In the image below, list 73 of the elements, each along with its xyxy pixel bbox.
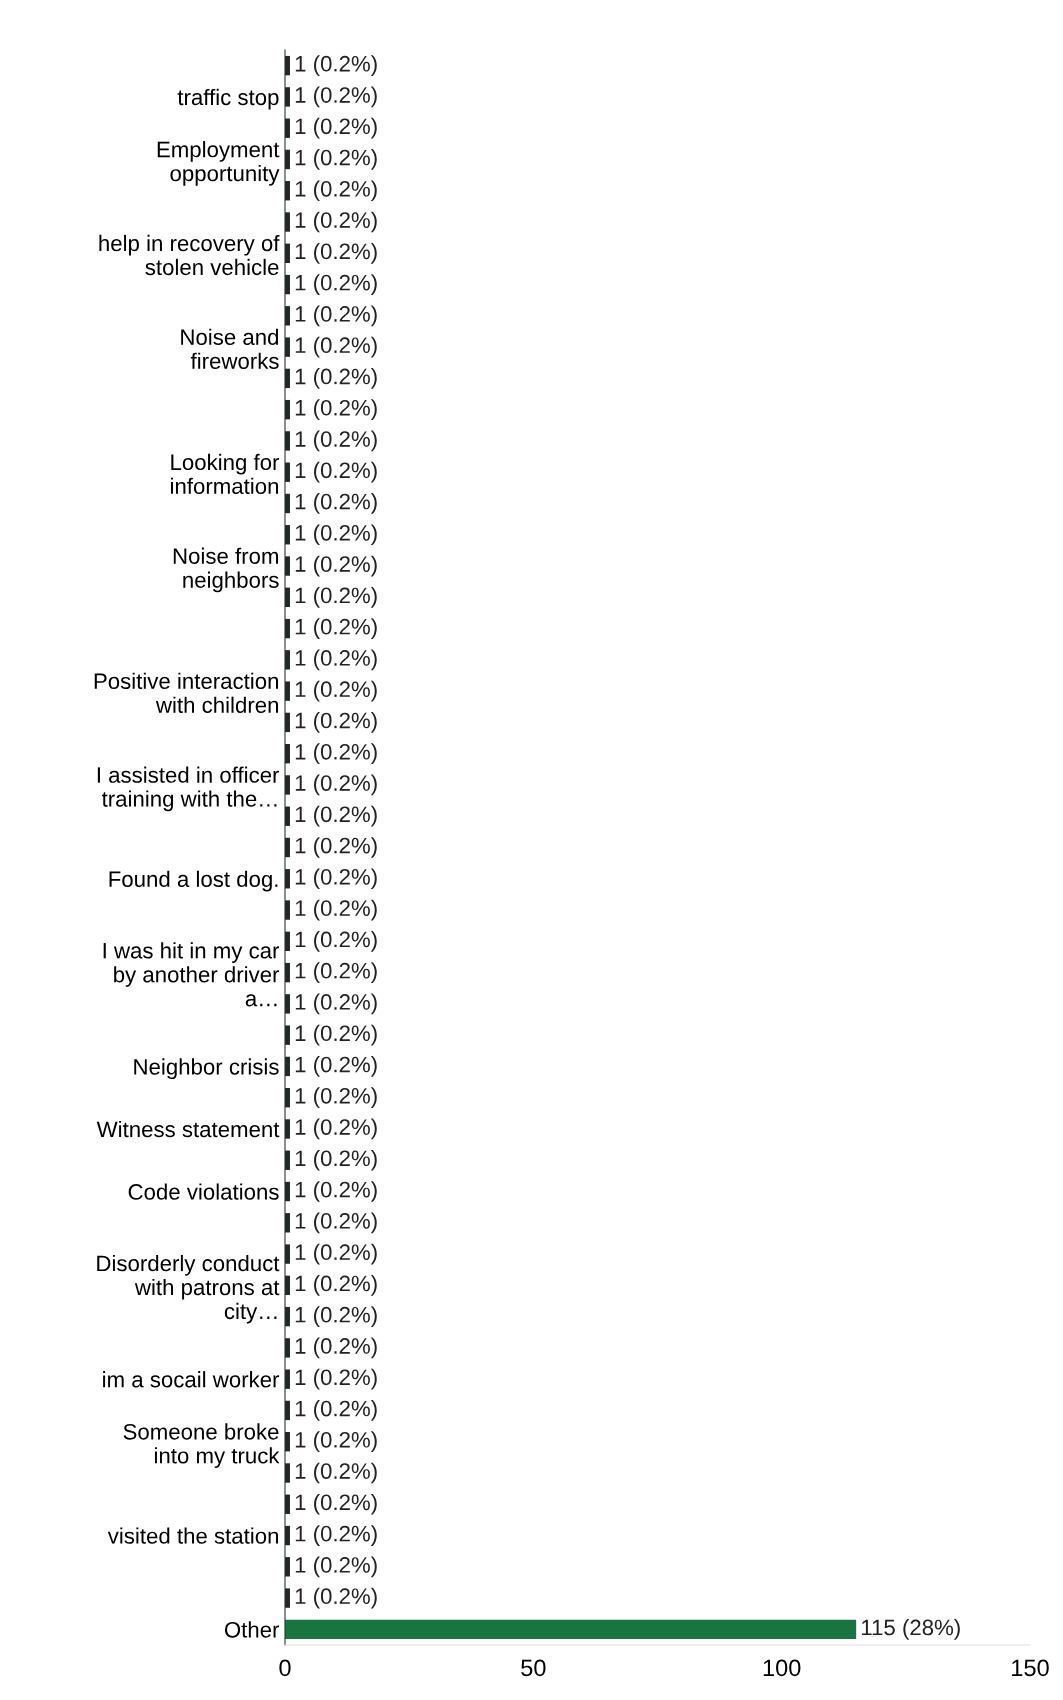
- data-label: 1 (0.2%): [295, 493, 377, 514]
- data-label: 1 (0.2%): [295, 430, 377, 452]
- data-label: 1 (0.2%): [295, 180, 377, 202]
- data-label: 1 (0.2%): [295, 962, 377, 983]
- y-tick-label: Code violations: [128, 1183, 279, 1200]
- y-tick-label: Other: [224, 1621, 280, 1638]
- data-label: 1 (0.2%): [295, 774, 377, 796]
- data-label: 1 (0.2%): [295, 1024, 377, 1046]
- data-label: 1 (0.2%): [295, 1337, 377, 1359]
- y-tick-label: I assisted in officer training with the…: [97, 766, 280, 812]
- data-label: 1 (0.2%): [295, 1368, 377, 1390]
- data-label: 1 (0.2%): [295, 1087, 377, 1109]
- data-label: 1 (0.2%): [295, 55, 377, 76]
- data-label: 1 (0.2%): [295, 618, 377, 639]
- y-tick-label: Noise and fireworks: [181, 328, 279, 369]
- x-tick-label: 0: [279, 1659, 291, 1677]
- data-label: 1 (0.2%): [295, 461, 377, 483]
- data-label: 1 (0.2%): [295, 1274, 377, 1296]
- data-label: 1 (0.2%): [295, 930, 377, 952]
- y-tick-label: Employment opportunity: [157, 141, 280, 186]
- data-label: 1 (0.2%): [295, 1400, 377, 1421]
- data-label: 1 (0.2%): [295, 1243, 377, 1265]
- data-label: 1 (0.2%): [295, 305, 377, 327]
- data-label: 1 (0.2%): [295, 1056, 377, 1077]
- data-label: 1 (0.2%): [295, 805, 377, 827]
- data-label: 1 (0.2%): [295, 1462, 377, 1484]
- data-label: 1 (0.2%): [295, 649, 377, 671]
- data-label: 115 (28%): [862, 1619, 960, 1640]
- data-label: 1 (0.2%): [295, 837, 377, 858]
- data-label: 1 (0.2%): [295, 1149, 377, 1171]
- y-tick-label: traffic stop: [177, 88, 279, 110]
- data-label: 1 (0.2%): [295, 1181, 377, 1202]
- y-tick-label: visited the station: [107, 1527, 279, 1544]
- data-label: 1 (0.2%): [295, 868, 377, 890]
- y-tick-label: im a socail worker: [103, 1371, 280, 1388]
- data-label: 1 (0.2%): [295, 149, 377, 170]
- data-label: 1 (0.2%): [295, 1556, 377, 1578]
- data-label: 1 (0.2%): [295, 555, 377, 577]
- x-tick-label: 50: [521, 1659, 546, 1677]
- data-label: 1 (0.2%): [295, 211, 377, 233]
- y-tick-label: Noise from neighbors: [173, 547, 279, 593]
- y-tick-label: help in recovery of stolen vehicle: [99, 234, 280, 276]
- data-label: 1 (0.2%): [295, 1587, 377, 1609]
- data-label: 1 (0.2%): [295, 274, 377, 295]
- y-tick-label: Witness statement: [96, 1120, 280, 1138]
- data-label: 1 (0.2%): [295, 1118, 377, 1140]
- data-label: 1 (0.2%): [295, 368, 377, 389]
- y-tick-label: Positive interaction with children: [94, 672, 279, 713]
- x-tick-label: 150: [1012, 1659, 1049, 1677]
- data-label: 1 (0.2%): [295, 1525, 377, 1546]
- data-label: 1 (0.2%): [295, 680, 377, 702]
- data-label: 1 (0.2%): [295, 242, 377, 264]
- data-label: 1 (0.2%): [295, 993, 377, 1015]
- y-tick-label: Found a lost dog.: [109, 870, 278, 892]
- data-label: 1 (0.2%): [295, 86, 377, 108]
- data-label: 1 (0.2%): [295, 712, 377, 733]
- data-label: 1 (0.2%): [295, 1493, 377, 1515]
- data-label: 1 (0.2%): [295, 117, 377, 139]
- x-tick-label: 100: [763, 1659, 801, 1677]
- y-tick-label: Neighbor crisis: [134, 1058, 279, 1080]
- data-label: 1 (0.2%): [295, 586, 377, 608]
- data-label: 1 (0.2%): [295, 1306, 377, 1327]
- y-tick-label: I was hit in my car by another driver a…: [103, 942, 280, 1007]
- data-label: 1 (0.2%): [295, 1212, 377, 1234]
- data-label: 1 (0.2%): [295, 1431, 377, 1453]
- y-tick-label: Disorderly conduct with patrons at city…: [97, 1254, 280, 1324]
- data-label: 1 (0.2%): [295, 336, 377, 358]
- y-tick-label: Looking for information: [171, 453, 280, 495]
- data-label: 1 (0.2%): [295, 899, 377, 921]
- data-label: 1 (0.2%): [295, 524, 377, 546]
- data-label: 1 (0.2%): [295, 399, 377, 420]
- y-tick-label: Someone broke into my truck: [123, 1423, 280, 1468]
- data-label: 1 (0.2%): [295, 743, 377, 765]
